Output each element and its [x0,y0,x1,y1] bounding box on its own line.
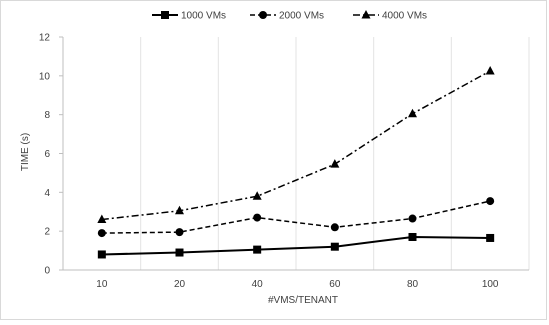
data-point-circle [486,197,495,206]
x-tick-label: 10 [96,279,108,290]
data-point-square [330,242,339,251]
axes: 0 2 4 6 8 10 12 10 20 40 60 80 100 [39,33,529,290]
legend: 1000 VMs 2000 VMs 4000 VMs [152,10,427,22]
data-point-circle [97,229,106,238]
data-point-triangle [485,65,495,75]
x-tick-label: 20 [174,279,186,290]
data-point-triangle [97,214,107,224]
data-point-square [175,248,184,257]
y-tick-label: 4 [44,188,50,199]
legend-marker-circle [259,11,267,19]
legend-label: 4000 VMs [382,11,427,22]
y-tick-label: 8 [44,110,50,121]
y-tick-label: 12 [39,33,51,44]
x-tick-label: 80 [407,279,419,290]
legend-label: 1000 VMs [181,11,226,22]
legend-marker-square [161,11,169,19]
series-line-circle [101,200,491,234]
data-point-circle [330,223,339,232]
series-line-triangle [101,70,491,221]
x-tick-label: 60 [329,279,341,290]
data-point-circle [408,214,417,223]
data-point-square [486,233,495,242]
data-point-triangle [408,108,417,118]
y-tick-label: 2 [44,227,50,238]
legend-label: 2000 VMs [279,11,324,22]
legend-marker-triangle [361,10,371,19]
y-tick-label: 10 [39,71,51,82]
grid-lines [62,37,530,270]
data-point-square [97,250,106,259]
x-tick-label: 100 [482,279,499,290]
series-lines [97,65,495,259]
data-point-triangle [252,191,262,200]
y-tick-label: 0 [44,266,50,277]
data-point-square [253,245,262,254]
series-line-square [101,235,491,256]
y-tick-label: 6 [44,149,50,160]
data-point-triangle [330,159,340,168]
data-point-circle [175,228,184,237]
data-point-triangle [175,205,184,215]
y-axis-title: TIME (s) [20,133,31,171]
x-tick-label: 40 [252,279,264,290]
data-point-circle [253,213,262,222]
x-axis-title: #VMS/TENANT [268,295,338,306]
data-point-square [408,232,417,241]
